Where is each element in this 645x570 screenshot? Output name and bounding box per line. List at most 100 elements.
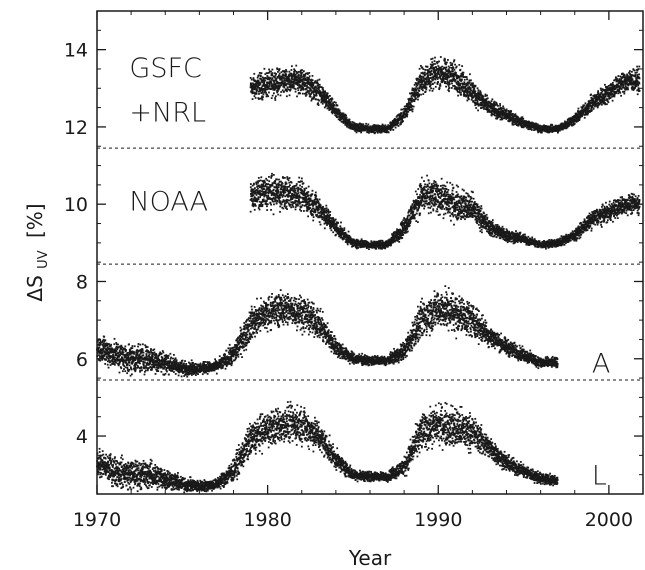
data-point: [501, 116, 503, 119]
data-point: [461, 90, 464, 92]
data-point: [587, 109, 590, 112]
data-point: [420, 86, 423, 89]
data-point: [397, 125, 400, 127]
data-point: [583, 116, 586, 119]
data-point: [462, 87, 465, 90]
data-point: [331, 98, 334, 100]
data-point: [567, 125, 569, 128]
data-point: [450, 87, 453, 89]
data-point: [311, 189, 314, 192]
data-point: [326, 213, 329, 216]
data-point: [442, 72, 445, 75]
data-point: [312, 82, 315, 85]
data-point: [286, 200, 289, 203]
data-point: [312, 91, 315, 93]
data-point: [460, 72, 463, 75]
data-point: [287, 195, 289, 198]
data-point: [418, 76, 421, 79]
data-point: [289, 88, 292, 91]
data-point: [300, 201, 302, 204]
data-point: [490, 114, 493, 117]
data-point: [291, 192, 294, 195]
data-point: [283, 185, 285, 188]
data-point: [437, 71, 440, 74]
data-point: [281, 74, 284, 77]
data-point: [525, 124, 528, 127]
data-point: [416, 79, 418, 82]
data-point: [254, 92, 257, 94]
data-point: [276, 76, 279, 78]
data-point: [273, 89, 276, 91]
data-point: [628, 70, 631, 72]
data-point: [331, 223, 334, 225]
data-point: [579, 114, 582, 117]
data-point: [311, 201, 314, 204]
data-point: [601, 90, 604, 93]
data-point: [509, 111, 512, 114]
data-point: [325, 207, 328, 210]
data-point: [298, 91, 300, 94]
data-point: [465, 84, 468, 87]
data-point: [254, 79, 257, 82]
data-point: [300, 73, 303, 75]
data-point: [300, 78, 303, 81]
data-point: [331, 224, 334, 226]
data-point: [437, 73, 440, 76]
data-point: [284, 191, 287, 194]
data-point: [514, 115, 516, 117]
data-point: [601, 98, 604, 100]
data-point: [413, 92, 416, 95]
data-point: [569, 117, 572, 120]
data-point: [302, 194, 305, 197]
data-point: [329, 105, 332, 108]
data-point: [254, 191, 257, 194]
data-point: [427, 76, 430, 78]
data-point: [264, 76, 267, 79]
data-point: [288, 83, 291, 86]
data-point: [339, 111, 342, 114]
data-point: [597, 92, 600, 95]
data-point: [297, 189, 300, 192]
data-point: [252, 198, 255, 201]
data-point: [476, 94, 479, 97]
data-point: [264, 200, 267, 203]
data-point: [566, 122, 569, 125]
data-point: [299, 74, 302, 77]
data-point: [321, 102, 324, 105]
data-point: [280, 191, 283, 194]
data-point: [538, 125, 541, 128]
data-point: [317, 84, 320, 87]
data-point: [410, 109, 413, 111]
data-point: [274, 97, 277, 99]
data-point: [279, 201, 282, 204]
data-point: [444, 71, 447, 74]
data-point: [302, 77, 305, 80]
data-point: [368, 130, 371, 133]
data-point: [462, 71, 465, 74]
data-point: [304, 72, 307, 75]
data-point: [316, 82, 319, 84]
data-point: [602, 97, 605, 100]
data-point: [309, 94, 312, 96]
data-point: [252, 79, 255, 81]
data-point: [441, 81, 444, 84]
data-point: [259, 189, 261, 192]
data-point: [615, 92, 618, 94]
data-point: [485, 106, 488, 108]
data-point: [431, 57, 434, 60]
data-point: [304, 94, 307, 97]
data-point: [621, 75, 624, 78]
data-point: [332, 225, 335, 228]
data-point: [323, 215, 326, 218]
data-point: [622, 80, 625, 83]
data-point: [250, 78, 253, 81]
data-point: [465, 76, 468, 78]
data-point: [295, 64, 298, 67]
data-point: [282, 194, 285, 197]
data-point: [252, 202, 254, 205]
data-point: [305, 193, 308, 195]
data-point: [273, 84, 275, 87]
data-point: [516, 121, 519, 124]
data-point: [320, 212, 323, 215]
data-point: [390, 125, 393, 128]
